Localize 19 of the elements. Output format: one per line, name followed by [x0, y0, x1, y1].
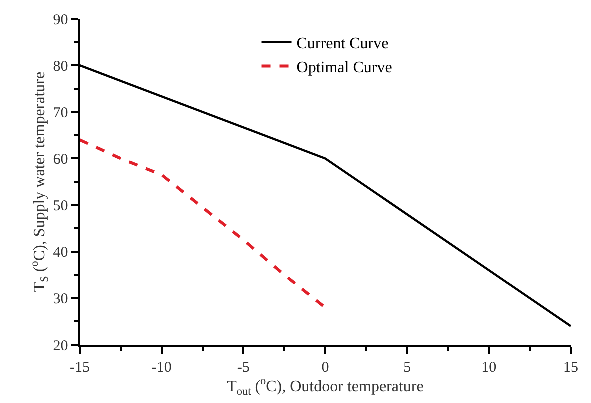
y-tick-label: 20 [53, 338, 68, 354]
x-tick-label: 5 [404, 360, 412, 376]
x-tick-label: 10 [482, 360, 497, 376]
x-tick-label: -10 [152, 360, 172, 376]
y-tick-label: 40 [53, 245, 68, 262]
y-tick-label: 30 [53, 292, 68, 308]
legend-label: Optimal Curve [296, 59, 392, 76]
y-tick-label: 90 [53, 12, 68, 28]
y-tick-label: 50 [53, 198, 68, 215]
x-tick-label: 15 [564, 360, 578, 376]
x-tick-label: 0 [322, 360, 330, 376]
x-tick-label: -15 [70, 360, 90, 376]
x-axis-title: T$_{out}$ ($^{o}$C), Outdoor temperature [227, 376, 424, 398]
y-tick-label: 70 [53, 105, 68, 122]
line-series [80, 138, 327, 310]
legend-label: Current Curve [296, 36, 389, 53]
x-tick-label: -5 [237, 360, 250, 376]
y-tick-label: 60 [53, 152, 68, 168]
y-tick-label: 80 [53, 58, 68, 75]
